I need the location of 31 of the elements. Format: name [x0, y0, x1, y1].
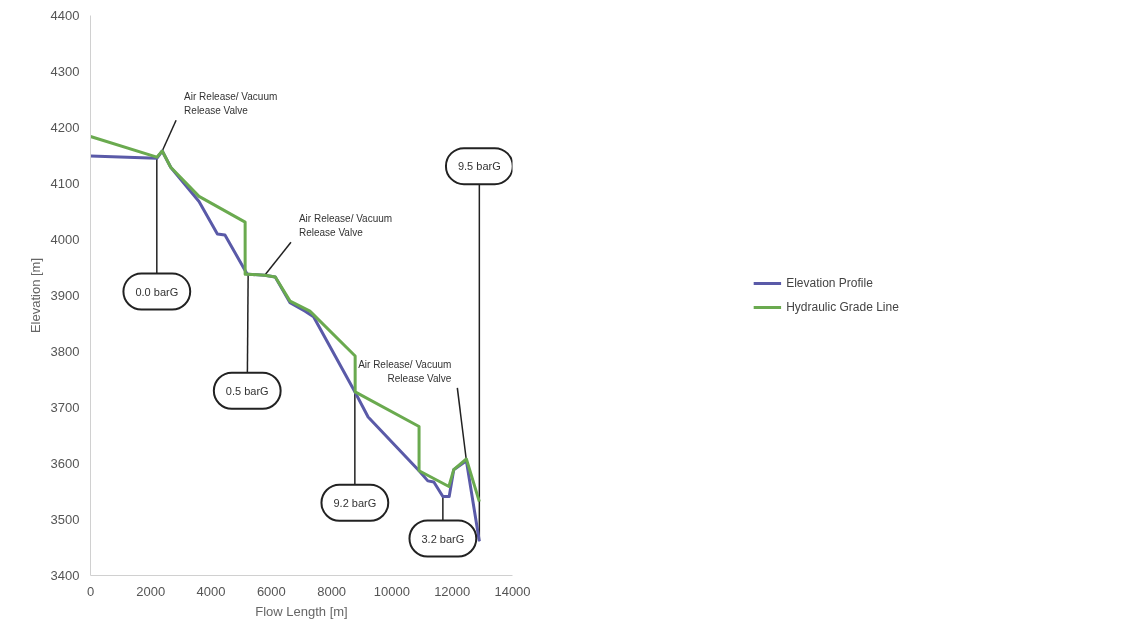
- annotation: 9.5 barG: [457, 160, 501, 173]
- x-tick-label: 12000: [434, 583, 471, 599]
- y-tick-label: 4300: [50, 64, 80, 79]
- x-tick-label: 8000: [317, 583, 347, 599]
- y-tick-label: 3500: [50, 512, 80, 527]
- y-tick-label: 4200: [50, 120, 80, 135]
- annotation: 0.0 barG: [135, 285, 179, 298]
- annotation: 3.2 barG: [421, 532, 465, 545]
- y-tick-label: 4400: [50, 8, 80, 23]
- legend-label: Hydraulic Grade Line: [786, 300, 899, 314]
- annotation: Air Release/ Vacuum Release Valve: [184, 90, 278, 117]
- annotation: Air Release/ Vacuum Release Valve: [358, 358, 452, 384]
- y-tick-label: 4000: [50, 232, 80, 247]
- x-tick-label: 10000: [373, 583, 411, 599]
- y-tick-label: 3800: [50, 344, 80, 359]
- y-tick-label: 3600: [50, 456, 80, 471]
- x-tick-label: 2000: [136, 583, 166, 599]
- x-tick-label: 6000: [256, 583, 286, 599]
- annotation: 9.2 barG: [333, 496, 377, 509]
- x-axis-title: Flow Length [m]: [255, 603, 348, 619]
- x-tick-label: 4000: [196, 583, 226, 599]
- legend-label: Elevation Profile: [786, 276, 873, 290]
- y-tick-label: 4100: [50, 176, 80, 191]
- y-tick-label: 3900: [50, 288, 80, 303]
- annotation: Air Release/ Vacuum Release Valve: [298, 213, 393, 239]
- y-tick-label: 3400: [50, 568, 80, 583]
- x-tick-label: 0: [86, 583, 95, 599]
- annotation: 0.5 barG: [225, 384, 269, 397]
- y-tick-label: 3700: [50, 400, 80, 415]
- y-axis-title: Elevation [m]: [27, 257, 43, 334]
- x-tick-label: 14000: [494, 583, 531, 599]
